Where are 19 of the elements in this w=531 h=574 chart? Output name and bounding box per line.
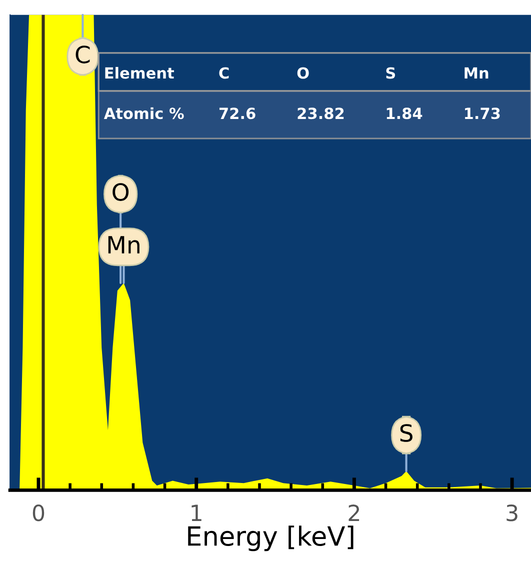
annotation: S bbox=[386, 67, 396, 79]
annotation: Mn bbox=[108, 236, 140, 254]
x-axis-title: Energy [keV] bbox=[188, 526, 354, 552]
annotation: 23.82 bbox=[298, 108, 344, 120]
annotation: O bbox=[112, 183, 129, 201]
x-tick-label: 3 bbox=[506, 504, 518, 522]
annotation: O bbox=[297, 67, 309, 79]
annotation: 1.73 bbox=[465, 108, 500, 120]
x-tick-label: 0 bbox=[32, 504, 44, 522]
annotation: S bbox=[400, 424, 412, 442]
annotation: C bbox=[219, 67, 229, 79]
x-tick-label: 1 bbox=[192, 504, 202, 521]
annotation: 72.6 bbox=[219, 108, 256, 120]
x-tick-label: 2 bbox=[348, 504, 360, 521]
annotation: Mn bbox=[464, 67, 488, 79]
annotation: Atomic % bbox=[104, 107, 184, 120]
annotation: 1.84 bbox=[386, 108, 422, 120]
annotation: C bbox=[76, 46, 90, 64]
annotation: Element bbox=[105, 66, 174, 79]
